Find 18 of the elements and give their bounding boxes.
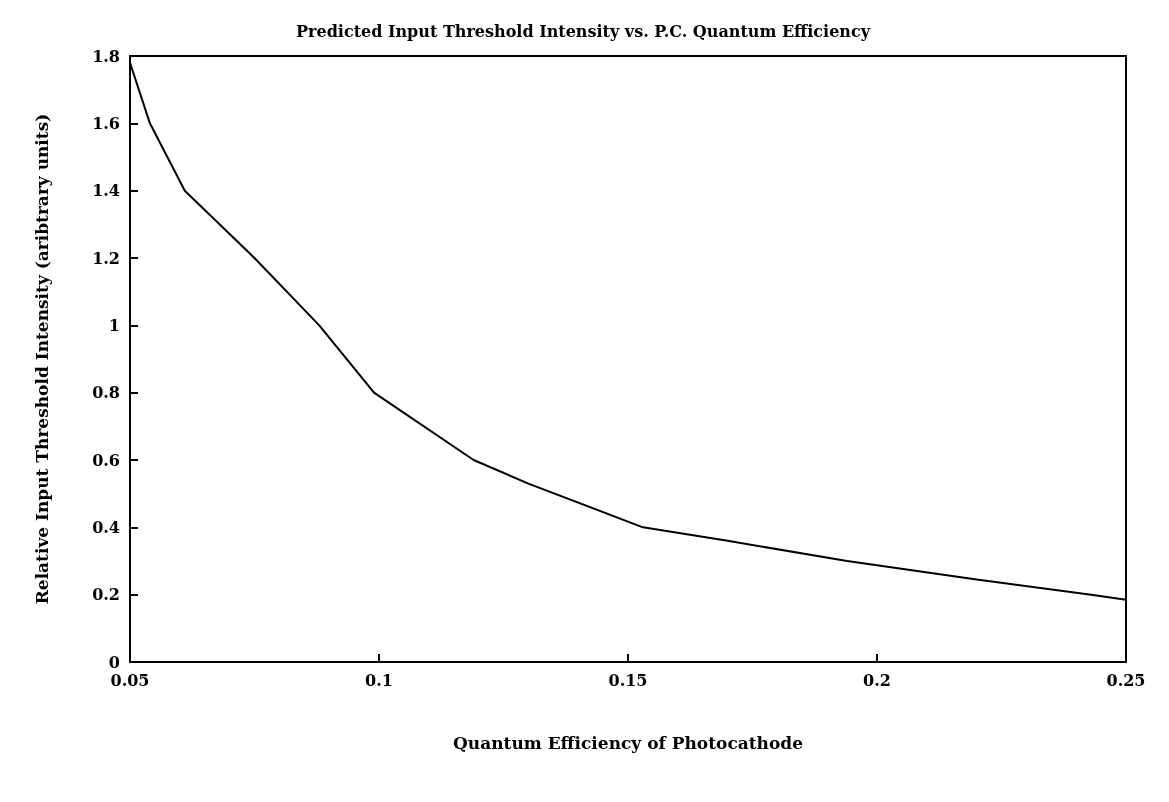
chart-title: Predicted Input Threshold Intensity vs. P.C. Quantum Efficiency	[296, 21, 871, 41]
y-tick-label: 0.8	[92, 383, 120, 403]
y-tick-label: 1.4	[92, 181, 120, 201]
x-tick-label: 0.1	[365, 670, 393, 690]
y-tick-label: 1.8	[92, 46, 120, 66]
x-tick-label: 0.05	[110, 670, 150, 690]
x-axis-title: Quantum Efficiency of Photocathode	[452, 732, 804, 753]
x-tick-label: 0.2	[863, 670, 891, 690]
x-tick-label: 0.25	[1106, 670, 1146, 690]
y-tick-label: 0.6	[92, 450, 120, 470]
x-tick-label: 0.15	[608, 670, 648, 690]
y-tick-label: 0.4	[92, 517, 120, 537]
y-tick-label: 1	[108, 315, 120, 335]
y-tick-label: 1.2	[92, 248, 120, 268]
y-tick-label: 0.2	[92, 585, 120, 605]
y-tick-label: 1.6	[92, 113, 120, 133]
y-axis-title: Relative Input Threshold Intensity (aribtrary units)	[31, 113, 52, 605]
y-tick-label: 0	[108, 652, 120, 672]
